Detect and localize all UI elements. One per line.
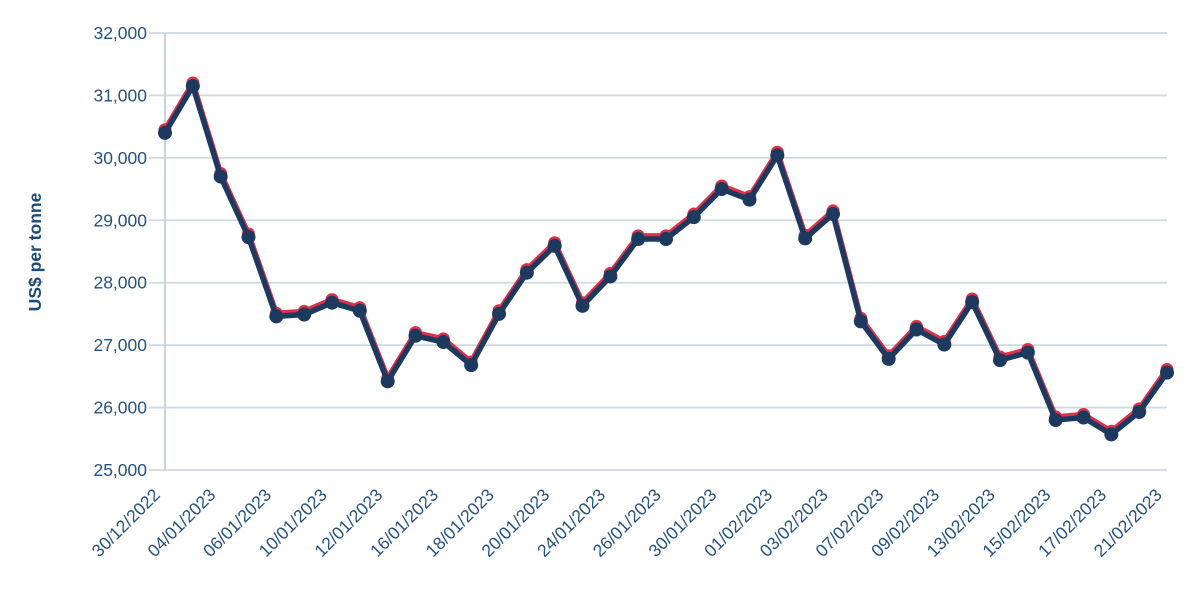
data-point-navy	[1104, 427, 1119, 442]
y-axis-tick-label: 29,000	[93, 210, 147, 230]
data-point-navy	[965, 295, 980, 310]
data-point-navy	[352, 303, 367, 318]
data-point-navy	[631, 232, 646, 247]
data-point-navy	[1132, 404, 1147, 419]
data-point-navy	[325, 295, 339, 310]
data-point-navy	[213, 169, 228, 184]
data-point-navy	[826, 207, 840, 222]
y-axis-tick-label: 30,000	[93, 148, 147, 168]
data-point-navy	[297, 307, 312, 322]
data-point-navy	[492, 306, 506, 321]
data-point-navy	[185, 79, 200, 94]
data-point-navy	[909, 322, 924, 337]
data-point-navy	[603, 269, 618, 284]
y-axis-tick-label: 27,000	[93, 335, 147, 355]
data-point-navy	[408, 328, 423, 343]
data-point-navy	[436, 335, 451, 350]
data-point-navy	[1076, 410, 1091, 425]
y-axis-tick-label: 31,000	[93, 85, 147, 105]
data-point-navy	[464, 358, 479, 373]
data-point-navy	[1048, 413, 1063, 428]
y-axis-tick-label: 28,000	[93, 273, 147, 293]
data-point-navy	[269, 309, 284, 324]
y-axis-tick-label: 26,000	[93, 398, 147, 418]
data-point-navy	[519, 265, 534, 280]
data-point-navy	[1020, 345, 1035, 360]
y-axis-tick-label: 32,000	[93, 23, 147, 43]
data-point-navy	[714, 182, 729, 197]
data-point-navy	[686, 210, 701, 225]
data-point-navy	[158, 125, 172, 140]
data-point-navy	[853, 314, 868, 329]
series-red-line	[162, 80, 1170, 435]
series-navy	[158, 79, 1174, 442]
data-point-navy	[770, 148, 785, 163]
data-point-navy	[798, 231, 813, 246]
series-navy-line	[162, 83, 1170, 438]
gridlines	[149, 32, 1167, 471]
data-point-navy	[1160, 365, 1174, 380]
data-point-navy	[241, 230, 256, 245]
data-point-navy	[547, 238, 562, 253]
plot-series	[158, 76, 1174, 442]
y-axis-tick-labels: 32,000 31,000 30,000 29,000 28,000 27,000 26,0…	[93, 23, 147, 480]
data-point-navy	[881, 351, 896, 366]
y-axis-tick-label: 25,000	[93, 460, 147, 480]
data-point-navy	[993, 353, 1007, 368]
x-axis-tick-labels: 30/12/202204/01/202306/01/202310/01/2023…	[88, 485, 1166, 561]
series-red	[158, 76, 1174, 438]
data-point-navy	[742, 192, 757, 207]
data-point-navy	[380, 374, 395, 389]
y-axis-title: US$ per tonne	[25, 192, 45, 311]
data-point-navy	[937, 337, 952, 352]
data-point-navy	[575, 298, 590, 313]
data-point-navy	[659, 232, 673, 247]
